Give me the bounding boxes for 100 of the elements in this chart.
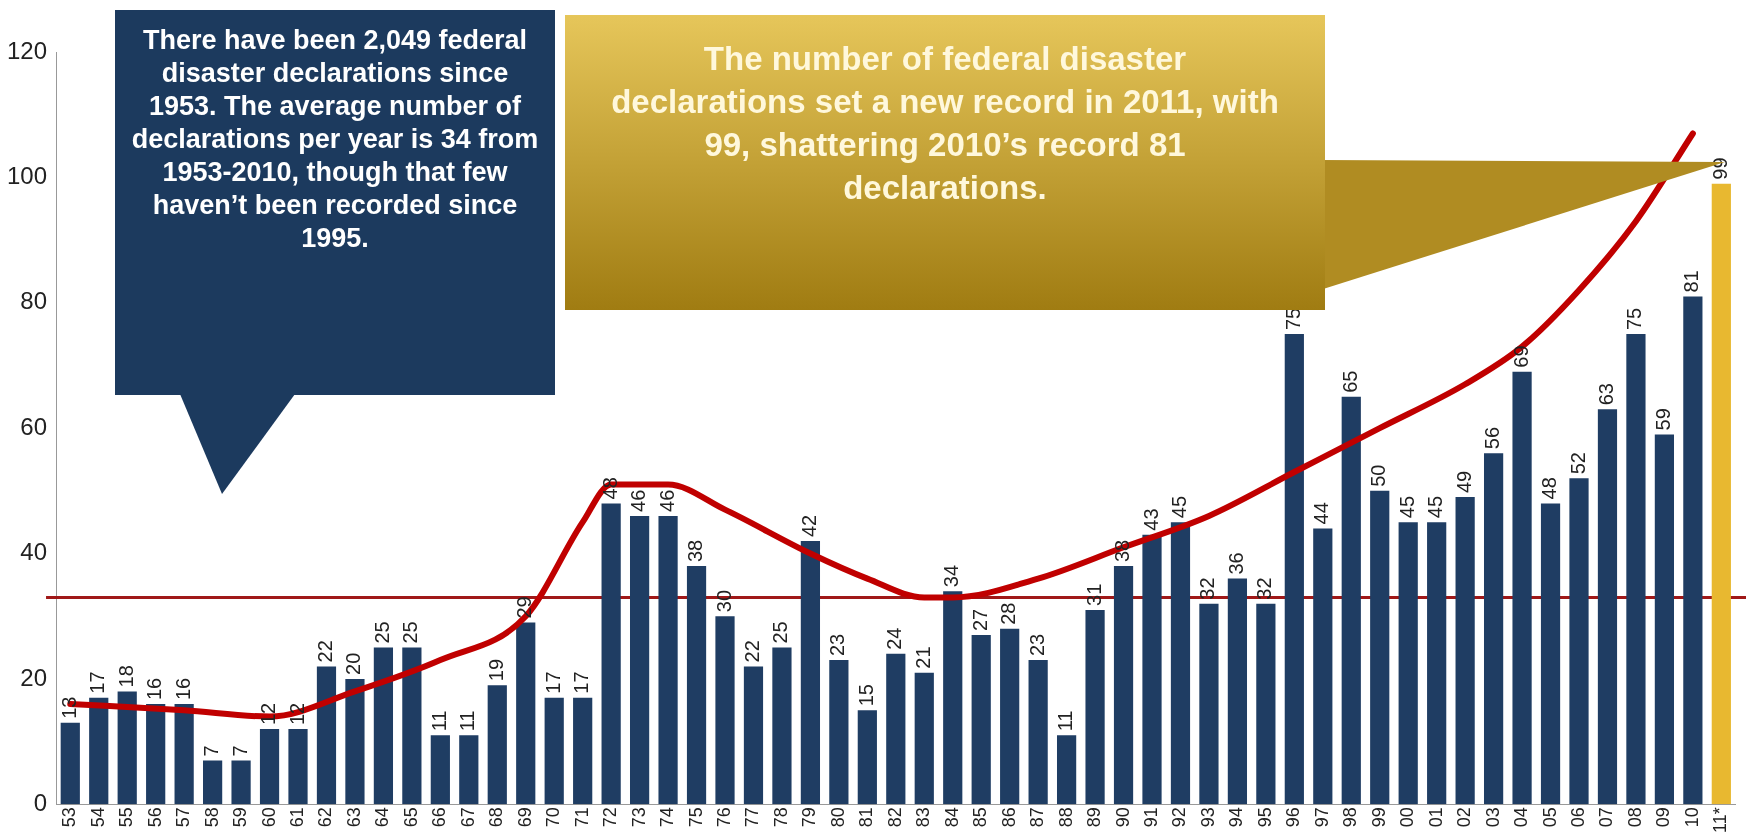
bar xyxy=(1569,478,1589,805)
x-tick-label: 72 xyxy=(600,807,621,828)
bar xyxy=(1000,628,1020,805)
data-label: 16 xyxy=(171,677,194,700)
data-label: 45 xyxy=(1424,495,1447,519)
data-label: 59 xyxy=(1651,408,1674,431)
bar xyxy=(117,691,137,805)
data-label: 7 xyxy=(228,745,251,757)
x-tick-label: 68 xyxy=(486,807,507,828)
data-label: 11 xyxy=(427,710,450,732)
x-tick-label: 07 xyxy=(1596,807,1617,828)
x-tick-label: 04 xyxy=(1511,807,1532,828)
x-tick-label: 77 xyxy=(742,807,763,828)
x-tick-label: 99 xyxy=(1368,807,1389,828)
bar xyxy=(60,722,80,805)
x-tick-label: 88 xyxy=(1055,807,1076,828)
bar xyxy=(886,653,906,805)
bar xyxy=(658,515,678,805)
x-tick-label: 11* xyxy=(1710,807,1731,834)
bar xyxy=(857,710,877,805)
x-tick-label: 81 xyxy=(856,807,877,828)
data-label: 30 xyxy=(712,589,735,613)
data-label: 46 xyxy=(655,489,678,512)
data-label: 13 xyxy=(57,696,80,719)
bar xyxy=(630,515,650,805)
data-label: 22 xyxy=(740,640,763,663)
x-tick-label: 76 xyxy=(713,807,734,828)
bar xyxy=(288,729,308,805)
data-label: 12 xyxy=(257,702,280,726)
x-tick-label: 02 xyxy=(1454,807,1475,828)
bar xyxy=(1398,522,1418,805)
x-tick-label: 00 xyxy=(1397,807,1418,828)
x-tick-label: 09 xyxy=(1653,807,1674,828)
bar xyxy=(601,503,621,805)
x-tick-label: 89 xyxy=(1084,807,1105,828)
annotation: There have been 2,049 federal disaster declarations since 1953. The average number of declarations per year is 34 from 1953-2010, though that few haven’t been recorded since 1995. xyxy=(115,10,555,395)
data-label: 38 xyxy=(1111,539,1134,563)
data-label: 7 xyxy=(200,745,223,757)
data-label: 36 xyxy=(1224,552,1247,575)
x-tick-label: 75 xyxy=(685,807,706,828)
data-label: 15 xyxy=(854,684,877,707)
bar xyxy=(402,647,422,805)
bar xyxy=(1654,434,1675,805)
bar xyxy=(829,660,849,805)
data-label: 17 xyxy=(541,671,564,694)
data-label: 56 xyxy=(1481,426,1504,450)
data-label: 25 xyxy=(769,621,792,644)
x-tick-label: 92 xyxy=(1169,807,1190,828)
x-tick-label: 10 xyxy=(1681,807,1702,828)
bar xyxy=(1199,603,1219,805)
data-label: 81 xyxy=(1680,270,1703,293)
data-label: 17 xyxy=(86,671,109,694)
bar xyxy=(459,735,479,805)
x-tick-label: 64 xyxy=(372,807,393,828)
data-label: 44 xyxy=(1310,502,1333,525)
x-tick-label: 86 xyxy=(998,807,1019,828)
bar xyxy=(772,647,792,805)
x-tick-label: 65 xyxy=(400,807,421,828)
x-tick-label: 73 xyxy=(628,807,649,828)
data-label: 49 xyxy=(1452,470,1475,494)
data-label: 34 xyxy=(940,564,963,588)
data-label: 25 xyxy=(370,621,393,644)
x-tick-label: 82 xyxy=(884,807,905,828)
bar xyxy=(516,622,536,805)
x-tick-label: 96 xyxy=(1283,807,1304,828)
x-tick-label: 93 xyxy=(1197,807,1218,828)
y-tick-label: 100 xyxy=(7,162,48,190)
x-tick-label: 79 xyxy=(799,807,820,828)
x-tick-label: 62 xyxy=(315,807,336,828)
x-tick-label: 05 xyxy=(1539,807,1560,828)
bar xyxy=(1113,566,1134,805)
y-tick-label: 0 xyxy=(33,788,48,816)
data-label: 23 xyxy=(826,633,849,657)
x-tick-label: 60 xyxy=(258,807,279,828)
bar xyxy=(373,647,394,805)
data-label: 21 xyxy=(911,646,934,669)
x-tick-label: 61 xyxy=(286,807,307,828)
data-label: 19 xyxy=(484,658,507,682)
y-tick-label: 80 xyxy=(20,287,48,315)
x-tick-label: 06 xyxy=(1567,807,1588,828)
x-tick-label: 08 xyxy=(1624,807,1645,828)
data-label: 50 xyxy=(1367,464,1390,487)
x-tick-label: 70 xyxy=(543,807,564,828)
bar xyxy=(174,704,194,805)
x-tick-label: 85 xyxy=(970,807,991,828)
x-tick-label: 55 xyxy=(116,807,137,828)
data-label: 32 xyxy=(1253,577,1276,600)
data-label: 69 xyxy=(1509,345,1532,368)
bar xyxy=(800,541,821,805)
x-tick-label: 87 xyxy=(1027,807,1048,828)
bar xyxy=(971,635,991,805)
data-label: 28 xyxy=(997,602,1020,625)
x-tick-label: 57 xyxy=(173,807,194,828)
bar xyxy=(1597,409,1618,805)
bar xyxy=(544,697,564,805)
data-label: 23 xyxy=(1025,633,1048,657)
annotation: The number of federal disaster declarations set a new record in 2011, with 99, shattering 2010’s record 81 declarations. xyxy=(611,40,1279,206)
bar xyxy=(231,760,251,805)
data-label: 11 xyxy=(1054,710,1077,732)
bar xyxy=(1284,334,1304,805)
